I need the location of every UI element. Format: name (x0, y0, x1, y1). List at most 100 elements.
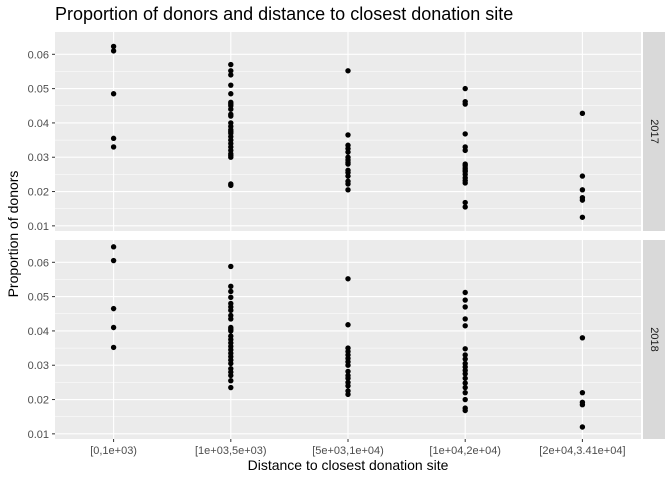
data-point (228, 360, 234, 367)
data-point (345, 149, 351, 155)
data-point (228, 91, 234, 97)
data-point (345, 132, 351, 138)
x-tick-label: [1e+04,2e+04) (429, 445, 501, 457)
y-tick-label: 0.03 (28, 360, 49, 372)
data-point (579, 197, 586, 203)
panels: 0.01 0.02 0.03 0.04 0.05 0.06 2017 0.01 0.02 0.03… (28, 32, 665, 457)
facet-strip (643, 32, 665, 231)
y-tick-label: 0.03 (28, 152, 49, 164)
data-point (462, 407, 468, 414)
data-point (228, 288, 234, 295)
data-point (462, 323, 468, 329)
y-tick-label: 0.06 (28, 257, 49, 269)
data-point (462, 180, 468, 186)
data-point (462, 297, 468, 303)
data-point (462, 346, 468, 352)
data-point (345, 362, 351, 368)
data-point (462, 101, 468, 107)
data-point (345, 68, 351, 74)
data-point (345, 187, 351, 193)
data-point (110, 144, 117, 150)
data-point (110, 244, 117, 250)
data-point (110, 48, 117, 54)
facet-label: 2017 (648, 119, 660, 143)
data-point (228, 377, 234, 384)
facet-label: 2018 (648, 327, 660, 351)
y-tick-label: 0.06 (28, 49, 49, 61)
data-point (110, 135, 117, 142)
data-point (228, 182, 234, 189)
data-point (462, 289, 468, 296)
data-point (462, 304, 468, 310)
data-point (345, 368, 351, 375)
data-point (579, 401, 586, 408)
data-point (462, 316, 468, 322)
data-point (228, 316, 234, 322)
data-point (345, 173, 351, 179)
data-point (110, 305, 117, 312)
data-point (579, 214, 586, 220)
data-point (345, 322, 351, 328)
data-point (228, 307, 234, 314)
y-tick-label: 0.01 (28, 221, 49, 233)
data-point (462, 147, 468, 154)
y-tick-label: 0.02 (28, 187, 49, 199)
data-point (462, 384, 468, 391)
y-tick-label: 0.01 (28, 429, 49, 441)
data-point (462, 356, 468, 362)
x-axis-title: Distance to closest donation site (248, 457, 449, 473)
data-point (579, 187, 586, 193)
data-point (110, 324, 117, 331)
data-point (228, 113, 234, 119)
data-point (345, 276, 351, 282)
data-point (345, 383, 351, 389)
data-point (579, 389, 586, 396)
data-point (462, 204, 468, 210)
data-point (462, 371, 468, 377)
data-point (228, 154, 234, 160)
y-tick-label: 0.04 (28, 326, 49, 338)
data-point (462, 85, 468, 92)
data-point (462, 396, 468, 403)
data-point (579, 335, 586, 341)
y-axis-title: Proportion of donors (5, 171, 21, 298)
y-tick-label: 0.05 (28, 292, 49, 304)
data-point (228, 384, 234, 391)
data-point (110, 344, 117, 351)
data-point (110, 257, 117, 264)
data-point (579, 173, 586, 179)
data-point (462, 389, 468, 396)
data-point (579, 110, 586, 117)
data-point (228, 61, 234, 68)
data-point (228, 372, 234, 379)
data-point (110, 43, 117, 50)
data-point (228, 328, 234, 334)
data-point (228, 106, 234, 112)
y-tick-label: 0.02 (28, 395, 49, 407)
data-point (228, 283, 234, 290)
x-tick-label: [2e+04,3.41e+04] (539, 445, 625, 457)
y-tick-label: 0.05 (28, 84, 49, 96)
data-point (462, 131, 468, 137)
data-point (228, 72, 234, 78)
data-point (228, 294, 234, 300)
data-point (579, 424, 586, 430)
facet-strip (643, 240, 665, 439)
data-point (345, 391, 351, 398)
data-point (228, 263, 234, 270)
data-point (228, 82, 234, 88)
x-tick-label: [0,1e+03) (90, 445, 137, 457)
data-point (462, 199, 468, 206)
data-point (345, 161, 351, 167)
x-tick-label: [5e+03,1e+04) (312, 445, 384, 457)
data-point (462, 375, 468, 381)
y-tick-label: 0.04 (28, 118, 49, 130)
chart-title: Proportion of donors and distance to clo… (55, 4, 513, 24)
data-point (110, 91, 117, 97)
data-point (345, 375, 351, 381)
data-point (462, 380, 468, 386)
data-point (228, 68, 234, 74)
data-point (462, 352, 468, 358)
